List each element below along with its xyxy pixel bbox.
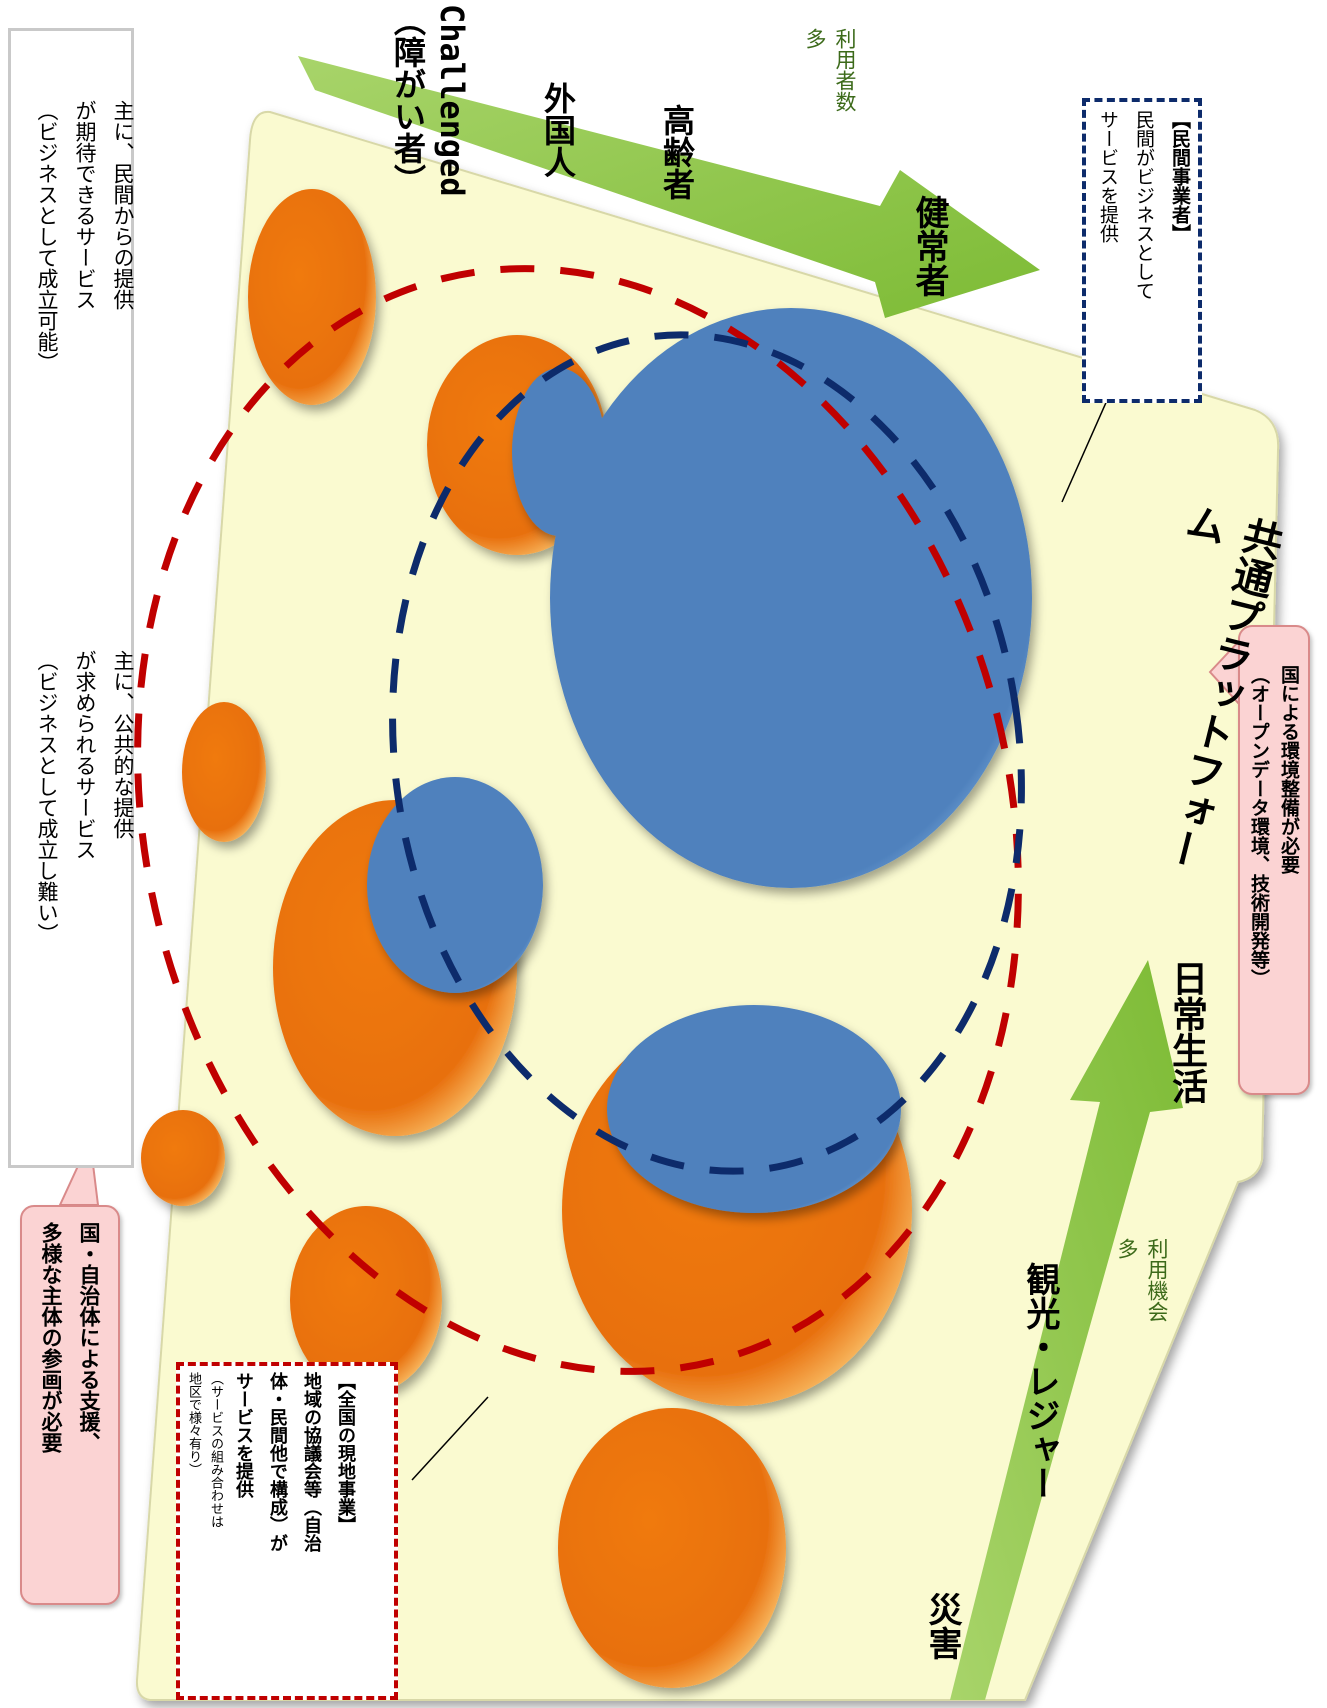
callout-line: （オープンデータ環境、技術開発等） xyxy=(1248,665,1270,988)
private-service-bubbles xyxy=(367,308,1032,1213)
regional-operators-box xyxy=(176,1362,398,1700)
user-count-line: 多 xyxy=(803,28,827,49)
regional-operator-boundary xyxy=(134,265,1022,1375)
public-service-bubble xyxy=(141,1110,225,1206)
private-operators-line: 民間がビジネスとして xyxy=(1133,110,1155,300)
public-service-legend-text: 主に、公共的な提供 が求められるサービス （ビジネスとして成立し難い） xyxy=(28,650,142,1150)
regional-operators-line: サービスを提供 xyxy=(233,1372,254,1498)
usage-opportunity-arrow xyxy=(950,960,1183,1700)
user-count-label: 利用者数 多 xyxy=(800,28,860,168)
private-operators-line: サービスを提供 xyxy=(1097,110,1119,243)
private-operators-text: 【民間事業者】 民間がビジネスとして サービスを提供 xyxy=(1090,110,1198,400)
usage-opportunity-line: 多 xyxy=(1115,1238,1139,1259)
usage-opportunity-label: 利用機会 多 xyxy=(1112,1238,1172,1378)
user-label-line: Challenged xyxy=(433,4,471,197)
user-label-able-bodied: 健常者 xyxy=(909,195,949,297)
private-service-bubble xyxy=(607,1005,901,1213)
legend-line: （ビジネスとして成立可能） xyxy=(35,100,59,373)
user-label-foreigner: 外国人 xyxy=(539,82,577,178)
national-support-callout-text: 国・自治体による支援、 多様な主体の参画が必要 xyxy=(32,1222,108,1602)
legend-box xyxy=(8,28,134,1168)
legend-line: が求められるサービス xyxy=(73,650,97,860)
private-operators-title: 【民間事業者】 xyxy=(1169,110,1191,243)
private-operators-box xyxy=(1082,98,1202,403)
user-count-line: 利用者数 xyxy=(833,28,857,112)
private-service-bubble xyxy=(550,308,1032,888)
user-count-arrow xyxy=(298,56,1040,318)
national-environment-callout-text: 国による環境整備が必要 （オープンデータ環境、技術開発等） xyxy=(1244,665,1304,1085)
legend-line: （ビジネスとして成立し難い） xyxy=(35,650,59,944)
regional-operators-line: 体・民間他で構成）が xyxy=(267,1372,288,1552)
private-operator-boundary xyxy=(389,331,1025,1175)
legend-line: 主に、公共的な提供 xyxy=(111,650,135,839)
opportunity-label-disaster: 災害 xyxy=(922,1592,962,1660)
callout-line: 国・自治体による支援、 xyxy=(77,1222,101,1453)
national-environment-callout xyxy=(1238,625,1310,1095)
regional-operator-leader xyxy=(411,1396,489,1481)
public-service-bubble xyxy=(290,1206,442,1394)
regional-operators-text: 【全国の現地事業】 地域の協議会等（自治 体・民間他で構成）が サービスを提供 … xyxy=(182,1372,362,1694)
regional-operators-note: 地区で様々有り） xyxy=(186,1372,201,1476)
private-service-bubble xyxy=(367,777,543,993)
regional-operators-line: 地域の協議会等（自治 xyxy=(301,1372,322,1552)
callout-line: 国による環境整備が必要 xyxy=(1278,665,1300,874)
private-service-legend-text: 主に、民間からの提供 が期待できるサービス （ビジネスとして成立可能） xyxy=(28,100,142,530)
legend-line: 主に、民間からの提供 xyxy=(111,100,135,310)
user-label-line: （障がい者） xyxy=(389,4,427,196)
legend-line: が期待できるサービス xyxy=(73,100,97,310)
user-label-elderly: 高齢者 xyxy=(658,104,696,200)
opportunity-label-tourism: 観光・レジャー xyxy=(1020,1262,1060,1500)
public-service-bubble xyxy=(182,702,266,842)
usage-opportunity-line: 利用機会 xyxy=(1145,1238,1169,1322)
regional-operators-title: 【全国の現地事業】 xyxy=(335,1372,356,1534)
callout-line: 多様な主体の参画が必要 xyxy=(39,1222,63,1453)
national-support-callout xyxy=(20,1205,120,1605)
public-service-bubble xyxy=(558,1408,786,1688)
user-label-challenged: Challenged （障がい者） xyxy=(386,4,474,234)
opportunity-label-daily-life: 日常生活 xyxy=(1166,960,1207,1104)
public-service-bubble xyxy=(248,189,376,405)
regional-operators-note: （サービスの組み合わせは xyxy=(208,1372,223,1528)
